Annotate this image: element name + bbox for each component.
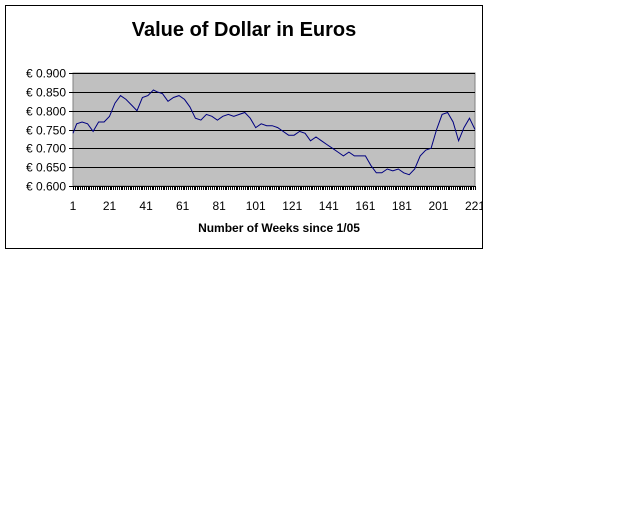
x-tick-label: 161 [355,199,375,213]
x-tick-label: 1 [70,199,77,213]
x-tick-label: 21 [103,199,117,213]
x-tick-label: 81 [213,199,227,213]
y-tick-label: € 0.650 [26,161,66,175]
x-tick-label: 201 [428,199,448,213]
x-tick-label: 41 [139,199,153,213]
y-tick-label: € 0.600 [26,180,66,194]
y-tick-label: € 0.800 [26,105,66,119]
y-tick-label: € 0.900 [26,67,66,81]
chart-frame: Value of Dollar in Euros Number of Weeks… [5,5,483,249]
x-axis-label: Number of Weeks since 1/05 [198,221,360,235]
chart-title: Value of Dollar in Euros [132,19,357,41]
x-tick-label: 61 [176,199,190,213]
line-chart: Value of Dollar in Euros Number of Weeks… [26,19,482,235]
y-tick-label: € 0.850 [26,86,66,100]
x-tick-label: 181 [392,199,412,213]
y-tick-label: € 0.700 [26,142,66,156]
x-tick-label: 121 [282,199,302,213]
x-tick-label: 221 [465,199,482,213]
x-tick-label: 141 [319,199,339,213]
x-tick-label: 101 [246,199,266,213]
y-tick-label: € 0.750 [26,124,66,138]
series-line [72,89,476,176]
